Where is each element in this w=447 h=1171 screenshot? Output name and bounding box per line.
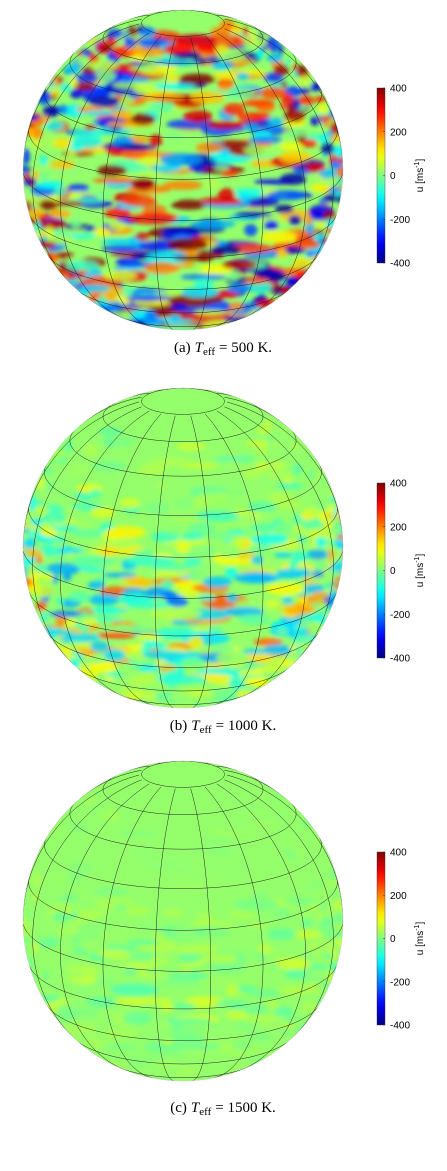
colorbar-tick-label: -200 bbox=[390, 610, 410, 621]
colorbar-tick-label: 400 bbox=[390, 479, 407, 490]
graticule bbox=[23, 388, 343, 708]
colorbar-tick-label: 400 bbox=[390, 84, 407, 95]
colorbar-tick-label: -200 bbox=[390, 215, 410, 226]
colorbar-tick-label: -400 bbox=[390, 654, 410, 665]
colorbar-tick-label: 400 bbox=[390, 848, 407, 859]
sphere bbox=[23, 10, 343, 330]
graticule bbox=[23, 761, 343, 1081]
colorbar-tick-label: 0 bbox=[390, 934, 396, 945]
flow-field bbox=[23, 792, 343, 1081]
sphere bbox=[23, 761, 343, 1081]
colorbar-tick-label: -200 bbox=[390, 977, 410, 988]
sphere-outline bbox=[22, 387, 344, 709]
colorbar-tick-label: -400 bbox=[390, 259, 410, 270]
caption: (c) Teff = 1500 K. bbox=[170, 1100, 276, 1118]
colorbar-tick-label: 200 bbox=[390, 891, 407, 902]
colorbar-label: u [ms-1] bbox=[414, 922, 426, 956]
caption: (a) Teff = 500 K. bbox=[174, 340, 272, 358]
sphere-outline bbox=[22, 760, 344, 1082]
sphere bbox=[23, 388, 343, 708]
colorbar-tick-label: -400 bbox=[390, 1021, 410, 1032]
sphere-outline bbox=[22, 9, 344, 331]
panel: 400 200 0 -200 -400 u [ms-1] (c) Teff = 1500 K. bbox=[22, 760, 426, 1118]
colorbar-tick-label: 0 bbox=[390, 566, 396, 577]
colorbar-tick-label: 0 bbox=[390, 171, 396, 182]
colorbar-label: u [ms-1] bbox=[414, 159, 426, 193]
flow-field bbox=[23, 418, 343, 708]
colorbar-tick-label: 200 bbox=[390, 127, 407, 138]
panel: 400 200 0 -200 -400 u [ms-1] (a) Teff = 500 K. bbox=[22, 9, 426, 358]
caption: (b) Teff = 1000 K. bbox=[170, 718, 276, 736]
panel: 400 200 0 -200 -400 u [ms-1] (b) Teff = 1000 K. bbox=[22, 387, 426, 736]
colorbar-label: u [ms-1] bbox=[414, 554, 426, 588]
colorbar-tick-label: 200 bbox=[390, 522, 407, 533]
